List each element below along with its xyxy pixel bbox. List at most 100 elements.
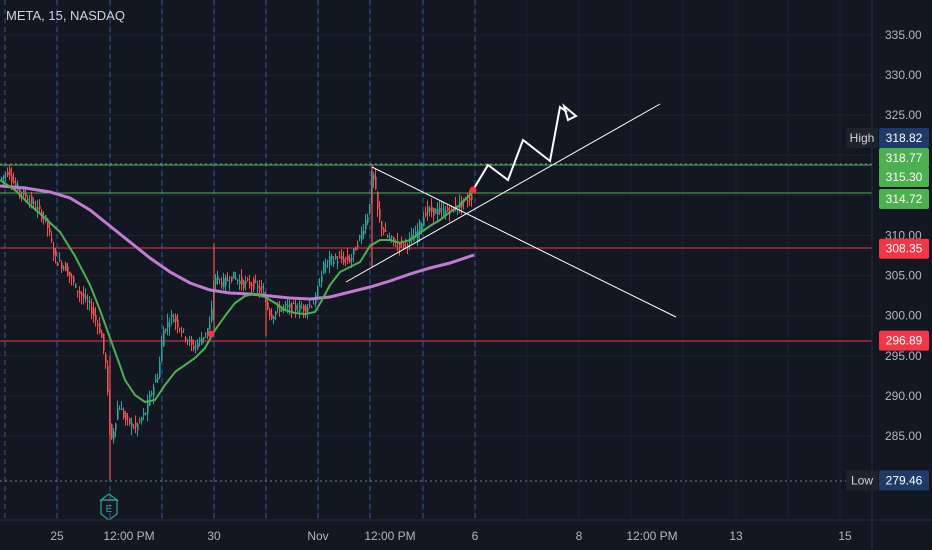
candle-body (225, 276, 227, 286)
candle-body (269, 310, 271, 316)
x-tick-label: 30 (207, 529, 221, 543)
time-axis[interactable]: 25 12:00 PM 30 Nov 12:00 PM 6 8 12:00 PM 13 15 (50, 529, 852, 543)
candle-body (187, 340, 189, 342)
candle-body (197, 342, 199, 349)
candle-body (335, 256, 337, 259)
candle-body (105, 354, 107, 363)
candle-body (301, 307, 303, 309)
candle-body (13, 180, 15, 183)
candle-body (87, 301, 89, 303)
falling-trendline (371, 166, 677, 318)
candle-body (121, 408, 123, 410)
candle-body (303, 305, 305, 311)
candle-body (447, 207, 449, 211)
trendlines (207, 103, 677, 338)
price-tag-bg (879, 189, 929, 209)
candle-body (413, 237, 415, 242)
earnings-marker-icon[interactable]: E (99, 493, 119, 521)
candle-body (263, 291, 265, 296)
candle-body (437, 208, 439, 215)
y-tick-label: 330.00 (885, 68, 922, 82)
candle-body (63, 267, 65, 269)
session-separators (4, 0, 476, 520)
candle-body (357, 244, 359, 248)
candle-body (355, 247, 357, 251)
candle-body (389, 237, 391, 239)
candle-body (189, 339, 191, 342)
candle-body (469, 197, 471, 200)
candle-body (163, 330, 165, 347)
candle-body (395, 245, 397, 247)
candle-body (429, 208, 431, 212)
candle-body (289, 304, 291, 309)
candle-body (147, 401, 149, 414)
candle-body (39, 205, 41, 209)
candle-body (219, 279, 221, 281)
candle-body (77, 290, 79, 293)
y-tick-label: 335.00 (885, 28, 922, 42)
candle-body (387, 236, 389, 238)
candle-body (215, 277, 217, 285)
candle-body (177, 319, 179, 328)
candle-body (435, 208, 437, 214)
y-tick-label: 290.00 (885, 389, 922, 403)
candle-body (411, 234, 413, 237)
candle-body (95, 314, 97, 321)
candle-body (231, 276, 233, 282)
candle-body (275, 311, 277, 315)
candle-body (383, 228, 385, 233)
price-tag-value: 296.89 (886, 334, 923, 348)
candle-body (201, 338, 203, 345)
candle-body (249, 281, 251, 286)
grid (0, 0, 872, 520)
signal-dot (207, 330, 215, 338)
candle-body (343, 258, 345, 263)
candle-body (251, 284, 253, 287)
candle-body (439, 207, 441, 213)
candle-body (309, 304, 311, 306)
x-tick-label: 12:00 PM (626, 529, 677, 543)
candle-body (243, 280, 245, 289)
candle-body (145, 413, 147, 415)
candle-body (119, 408, 121, 410)
candle-body (373, 174, 375, 180)
y-tick-label: 295.00 (885, 349, 922, 363)
x-tick-label: 15 (838, 529, 852, 543)
candle-body (273, 316, 275, 320)
candle-body (245, 281, 247, 284)
candle-body (71, 276, 73, 278)
symbol-title[interactable]: META, 15, NASDAQ (6, 8, 125, 23)
candle-body (419, 221, 421, 234)
candle-body (57, 262, 59, 266)
candle-body (89, 301, 91, 304)
candle-body (5, 174, 7, 176)
price-tag-value: 318.82 (886, 131, 923, 145)
x-tick-label: 12:00 PM (364, 529, 415, 543)
candle-body (319, 285, 321, 287)
candle-body (333, 261, 335, 265)
candle-body (445, 210, 447, 215)
candle-body (171, 314, 173, 318)
candle-body (61, 262, 63, 269)
candle-body (35, 207, 37, 210)
x-tick-label: 8 (576, 529, 583, 543)
candle-body (85, 296, 87, 299)
candle-body (321, 275, 323, 283)
signal-dot (469, 186, 477, 194)
candle-body (297, 310, 299, 312)
price-axis[interactable]: 335.00330.00325.00320.00315.00310.00305.… (885, 28, 922, 443)
candle-body (157, 377, 159, 381)
candle-body (421, 223, 423, 231)
candle-body (339, 256, 341, 258)
candle-body (341, 256, 343, 260)
price-tag-name: Low (851, 473, 873, 487)
candle-body (65, 263, 67, 272)
candle-body (431, 206, 433, 213)
ema-fast-line (0, 179, 473, 404)
candle-body (239, 280, 241, 285)
candle-body (91, 306, 93, 315)
candle-body (167, 322, 169, 328)
price-tag-bg (879, 330, 929, 351)
candle-body (1, 177, 3, 180)
